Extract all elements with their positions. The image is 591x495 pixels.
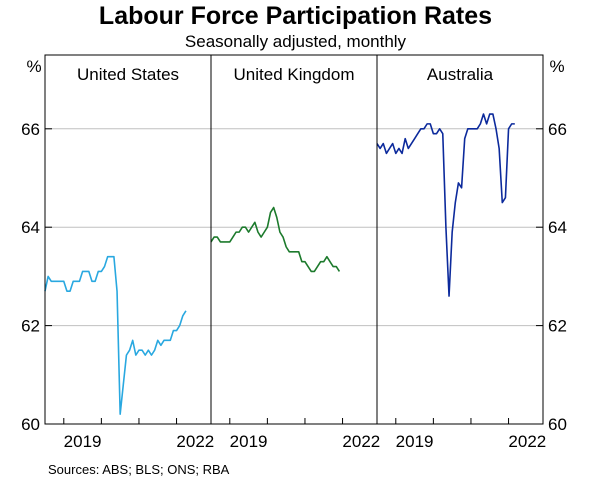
y-tick-label-right-64: 64 (548, 218, 567, 237)
x-tick-label-2-1: 2022 (508, 432, 546, 451)
series-line-2 (376, 113, 515, 297)
x-tick-label-1-1: 2022 (342, 432, 380, 451)
y-axis-unit-right: % (549, 57, 564, 76)
series-line-1 (210, 206, 341, 273)
gridlines (45, 128, 543, 327)
y-axis-unit-left: % (26, 57, 41, 76)
plot-border (44, 54, 544, 425)
series-line-0 (44, 255, 187, 415)
y-tick-label-left-62: 62 (21, 317, 40, 336)
plot-frame (44, 54, 544, 425)
chart-title: Labour Force Participation Rates (99, 2, 492, 30)
x-tick-label-2-0: 2019 (396, 432, 434, 451)
axis-ticks (45, 128, 543, 425)
x-tick-label-0-1: 2022 (176, 432, 214, 451)
series-lines (44, 113, 515, 415)
y-tick-label-right-66: 66 (548, 120, 567, 139)
source-note: Sources: ABS; BLS; ONS; RBA (48, 462, 230, 477)
panel-title-0: United States (77, 65, 179, 84)
x-tick-label-1-0: 2019 (230, 432, 268, 451)
chart-subtitle: Seasonally adjusted, monthly (185, 32, 407, 51)
y-tick-label-left-60: 60 (21, 415, 40, 434)
y-tick-label-right-62: 62 (548, 317, 567, 336)
panel-title-2: Australia (427, 65, 494, 84)
axis-labels: 60 60 62 62 64 64 66 66 United States 2019 2022 Uni… (21, 65, 567, 451)
y-tick-label-right-60: 60 (548, 415, 567, 434)
panel-title-1: United Kingdom (234, 65, 355, 84)
y-tick-label-left-66: 66 (21, 120, 40, 139)
x-tick-label-0-0: 2019 (64, 432, 102, 451)
y-tick-label-left-64: 64 (21, 218, 40, 237)
